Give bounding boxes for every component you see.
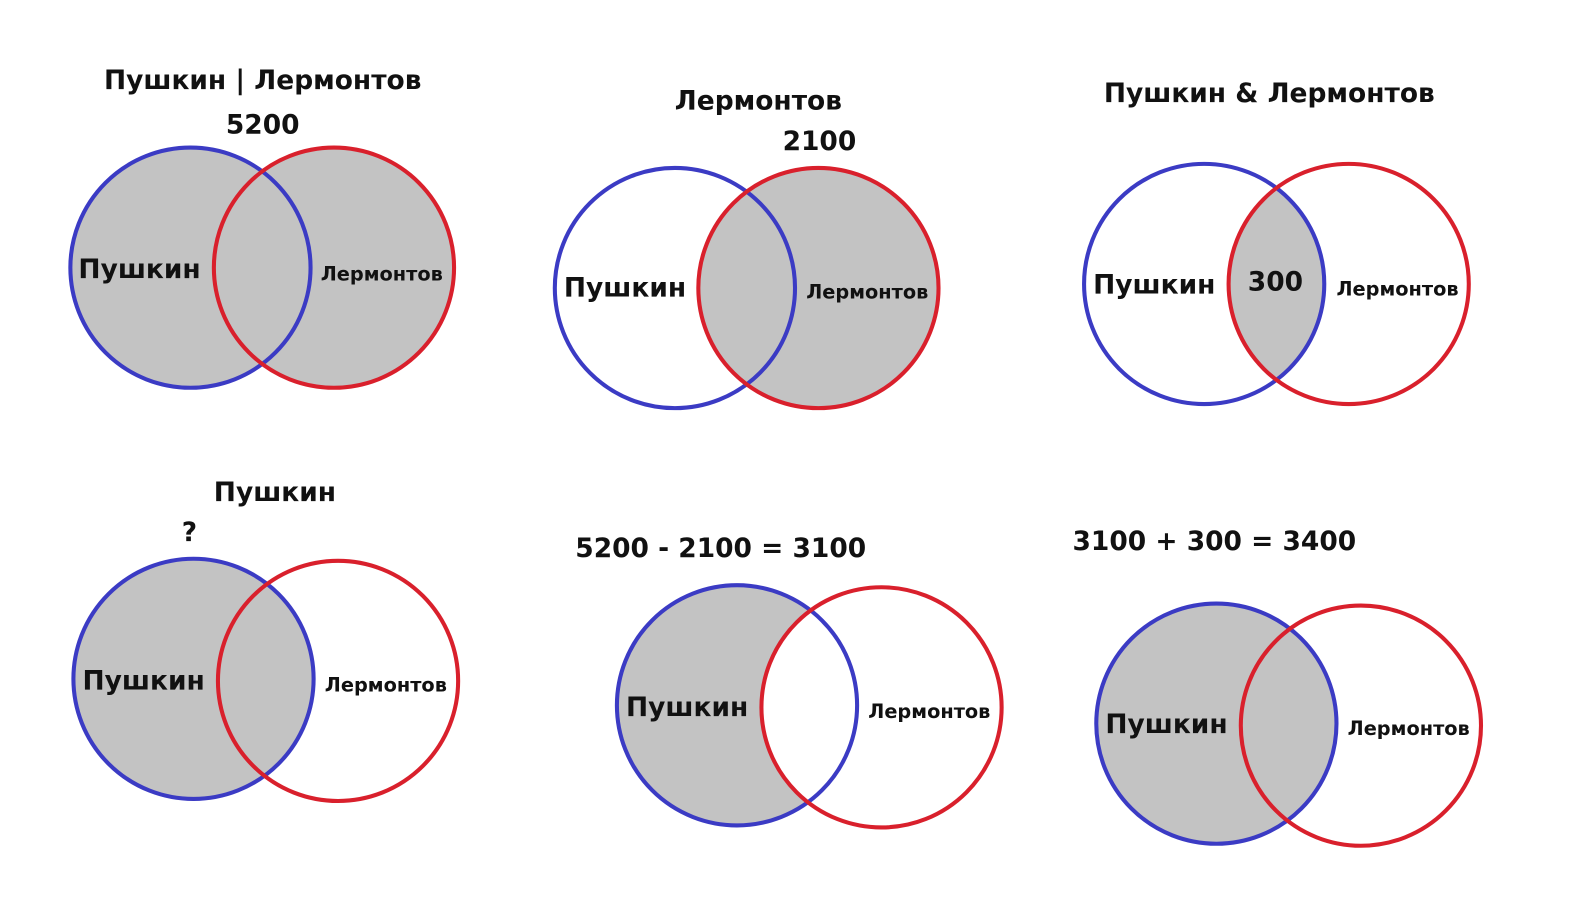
panel-value: ?	[182, 517, 197, 548]
left-label: Пушкин	[626, 692, 748, 723]
left-label: Пушкин	[83, 665, 205, 696]
venn-panel: Пушкин ? Пушкин Лермонтов	[71, 477, 461, 804]
left-label: Пушкин	[564, 273, 686, 304]
circle-left	[71, 556, 316, 801]
unshade	[761, 587, 1002, 828]
shade	[698, 167, 939, 409]
shade	[1228, 163, 1325, 405]
center-label: 300	[1248, 266, 1303, 297]
right-label: Лермонтов	[806, 281, 928, 304]
circle-left	[68, 145, 313, 390]
right-label: Лермонтов	[868, 700, 990, 723]
panel-title: Пушкин | Лермонтов	[104, 65, 421, 96]
venn-panel: Лермонтов 2100 Пушкин Лермонтов	[552, 85, 941, 411]
right-label: Лермонтов	[321, 262, 443, 285]
venn-panel: Пушкин & Лермонтов 300 Пушкин Лермонтов	[1082, 78, 1471, 407]
circle-right	[696, 165, 941, 411]
panel-title: Пушкин	[214, 477, 336, 508]
venn-panel: 3100 + 300 = 3400 Пушкин Лермонтов	[1073, 526, 1484, 848]
venn-panel: 5200 - 2100 = 3100 Пушкин Лермонтов	[575, 533, 1004, 830]
circle-right	[215, 558, 461, 804]
right-label: Лермонтов	[1336, 278, 1458, 301]
circle-left	[1094, 601, 1339, 846]
circle-left	[552, 165, 798, 411]
shade	[73, 558, 314, 799]
panel-value: 2100	[783, 126, 857, 157]
left-label: Пушкин	[1105, 709, 1227, 740]
circle-right	[759, 585, 1004, 830]
panel-value: 5200	[226, 110, 300, 141]
left-label: Пушкин	[78, 254, 200, 285]
circle-right	[1226, 161, 1471, 407]
circle-right	[211, 145, 457, 390]
panel-title: 5200 - 2100 = 3100	[575, 533, 866, 564]
panel-title: Пушкин & Лермонтов	[1104, 78, 1435, 109]
shade	[213, 147, 455, 388]
panel-title: Лермонтов	[675, 85, 842, 116]
panel-title: 3100 + 300 = 3400	[1073, 526, 1357, 557]
circle-left	[614, 583, 860, 828]
left-label: Пушкин	[1093, 269, 1215, 300]
right-label: Лермонтов	[325, 673, 447, 696]
shade	[1096, 603, 1337, 844]
right-label: Лермонтов	[1348, 717, 1470, 740]
venn-panel: Пушкин | Лермонтов 5200 Пушкин Лермонтов	[68, 65, 457, 390]
circle-right	[1238, 603, 1484, 848]
circle-left	[1082, 161, 1327, 407]
